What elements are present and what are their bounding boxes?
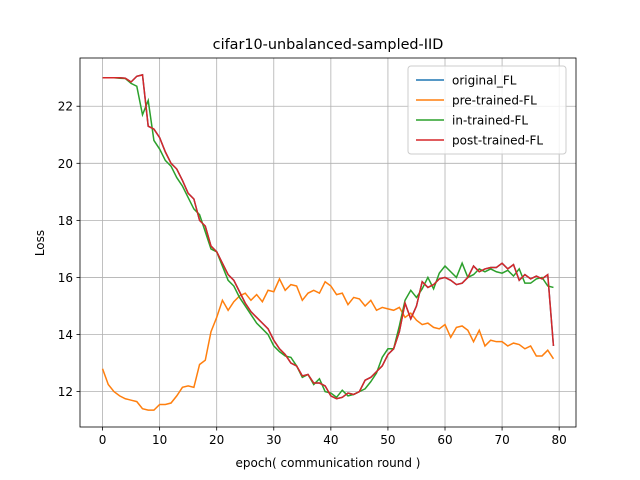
- legend-label: post-trained-FL: [452, 134, 543, 148]
- plot-frame: [79, 57, 577, 428]
- x-tick-label: 60: [437, 433, 452, 447]
- y-tick-label: 12: [58, 385, 73, 399]
- legend-box: [407, 65, 567, 155]
- y-tick-label: 20: [58, 157, 73, 171]
- series-line: [102, 73, 555, 400]
- chart-title: cifar10-unbalanced-sampled-IID: [213, 37, 444, 53]
- y-tick-label: 18: [58, 214, 73, 228]
- y-tick-label: 14: [58, 328, 73, 342]
- legend-label: original_FL: [452, 74, 517, 88]
- y-axis-label: Loss: [33, 230, 47, 256]
- legend-label: in-trained-FL: [452, 114, 528, 128]
- x-tick-label: 20: [209, 433, 224, 447]
- y-tick-label: 22: [58, 100, 73, 114]
- x-tick-label: 0: [99, 433, 107, 447]
- legend-label: pre-trained-FL: [452, 94, 537, 108]
- series-line: [101, 277, 555, 411]
- y-tick-label: 16: [58, 271, 73, 285]
- x-tick-label: 50: [380, 433, 395, 447]
- x-tick-label: 80: [552, 433, 567, 447]
- x-tick-label: 30: [266, 433, 281, 447]
- x-tick-label: 70: [494, 433, 509, 447]
- x-tick-label: 10: [152, 433, 167, 447]
- x-tick-label: 40: [323, 433, 338, 447]
- x-axis-label: epoch( communication round ): [236, 456, 421, 470]
